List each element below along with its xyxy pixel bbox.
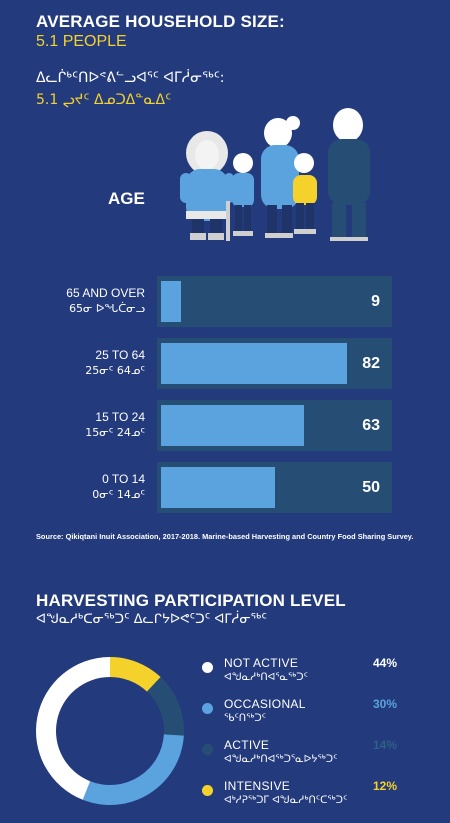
bar-track: 9 xyxy=(157,276,392,327)
bar-track: 82 xyxy=(157,338,392,389)
age-label: AGE xyxy=(108,189,145,208)
bar-category-name: 15 TO 24 xyxy=(95,410,145,424)
donut-slice-active xyxy=(146,677,184,736)
donut-slice-occasional xyxy=(82,734,184,805)
bar-category-name: 25 TO 64 xyxy=(95,348,145,362)
legend-label: OCCASIONAL xyxy=(224,697,306,711)
participation-title-syllabics: ᐊᖑᓇᓱᒃᑕᓂᖅᑐᑦ ᐃᓚᒋᔭᐅᕙᑦᑐᑦ ᐊᒥᓲᓂᖅᑦ xyxy=(36,612,267,627)
bar xyxy=(161,467,275,508)
legend-percent: 30% xyxy=(372,697,397,711)
legend-syllabics: ᐊᒃᓱᕈᖅᑐᒥ ᐊᖑᓇᓱᒃᑎᑦᑕᖅᑐᑦ xyxy=(224,795,348,806)
legend-label: INTENSIVE xyxy=(224,779,291,793)
bar xyxy=(161,343,347,384)
header-subtitle-syllabics: 5.1 ᖢᔪᑦ ᐃᓄᑐᐃᓐᓇᐃᑦ xyxy=(36,92,172,108)
figure-elder xyxy=(180,131,234,241)
bar-value-label: 50 xyxy=(362,478,380,496)
legend-dot xyxy=(202,703,213,714)
legend-dot xyxy=(202,785,213,796)
legend-dot xyxy=(202,662,213,673)
legend-syllabics: ᖃᑦᑎᖅᑐᑦ xyxy=(224,713,267,724)
legend-syllabics: ᐊᖑᓇᓱᒃᑎᐊᕐᓇᖅᑐᑦ xyxy=(224,672,308,683)
header-subtitle: 5.1 PEOPLE xyxy=(36,33,127,50)
figure-father xyxy=(328,108,370,241)
bar-category-syllabics: 25ᓂᑦ 64ᓄᑦ xyxy=(85,364,145,377)
source-note: Source: Qikiqtani Inuit Association, 201… xyxy=(36,532,414,541)
legend-percent: 12% xyxy=(372,779,397,793)
figure-child-two xyxy=(293,153,317,234)
bar-track: 63 xyxy=(157,400,392,451)
bar-category-label: 65 AND OVER 65ᓂ ᐅᖓᑖᓂᓗ xyxy=(5,286,145,316)
header-title: AVERAGE HOUSEHOLD SIZE: xyxy=(36,12,285,31)
legend-dot xyxy=(202,744,213,755)
bar xyxy=(161,405,304,446)
figure-child-one xyxy=(232,153,254,236)
family-illustration xyxy=(180,108,370,241)
bar-value-label: 82 xyxy=(362,354,380,372)
donut-slice-not-active xyxy=(35,657,110,800)
bar-category-syllabics: 15ᓂᑦ 24ᓄᑦ xyxy=(85,426,145,439)
legend-syllabics: ᐊᖑᓇᓱᒃᑎᐊᖅᑐᕐᓇᐅᔭᖅᑐᑦ xyxy=(224,754,338,765)
bar-category-label: 15 TO 24 15ᓂᑦ 24ᓄᑦ xyxy=(5,410,145,440)
header-title-syllabics: ᐃᓚᒌᒃᑦᑎᐅᕝᕕᓪᓗᐊᕐᑦ ᐊᒥᓲᓂᖅᑦ: xyxy=(36,70,225,86)
bar-value-label: 63 xyxy=(362,416,380,434)
legend-percent: 14% xyxy=(372,738,397,752)
participation-title: HARVESTING PARTICIPATION LEVEL xyxy=(36,591,346,610)
legend-label: NOT ACTIVE xyxy=(224,656,299,670)
bar-category-name: 65 AND OVER xyxy=(66,286,145,300)
bar-category-syllabics: 0ᓂᑦ 14ᓄᑦ xyxy=(92,488,145,501)
bar-track: 50 xyxy=(157,462,392,513)
bar-value-label: 9 xyxy=(371,292,380,310)
participation-donut-chart xyxy=(35,657,184,805)
figure-mother xyxy=(261,116,300,238)
bar-category-syllabics: 65ᓂ ᐅᖓᑖᓂᓗ xyxy=(69,302,145,315)
legend-percent: 44% xyxy=(372,656,397,670)
donut-slice-intensive xyxy=(110,657,161,692)
bar-category-label: 25 TO 64 25ᓂᑦ 64ᓄᑦ xyxy=(5,348,145,378)
legend-label: ACTIVE xyxy=(224,738,270,752)
bar-category-label: 0 TO 14 0ᓂᑦ 14ᓄᑦ xyxy=(5,472,145,502)
bar-category-name: 0 TO 14 xyxy=(102,472,145,486)
bar xyxy=(161,281,181,322)
